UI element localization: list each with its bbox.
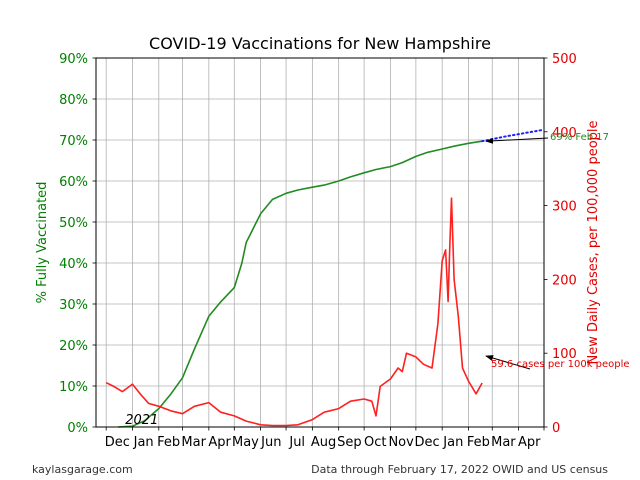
y-tick-label-right: 400	[552, 126, 577, 141]
x-tick-label: Jan	[133, 435, 154, 450]
series-line-projection	[481, 128, 545, 143]
x-tick-label: Aug	[311, 435, 336, 450]
y-tick-label-right: 100	[552, 347, 577, 362]
annotation-arrow-cases	[485, 355, 531, 370]
series-line-cases	[105, 197, 483, 427]
x-tick-label: Jul	[288, 435, 305, 450]
plot-frame	[95, 57, 545, 428]
grid	[96, 57, 545, 428]
x-tick-label: Nov	[388, 435, 414, 450]
y-axis-label-right: New Daily Cases, per 100,000 people	[586, 120, 601, 364]
x-tick-label: Feb	[157, 435, 180, 450]
x-tick-label: Jun	[260, 435, 281, 450]
annotation-vaccinated: 69% Feb 17	[550, 132, 609, 143]
year-label: 2021	[125, 413, 158, 428]
x-tick-label: Sep	[337, 435, 362, 450]
series-layer	[105, 128, 545, 428]
x-tick-label: Apr	[518, 435, 541, 450]
y-tick-label-left: 70%	[59, 134, 88, 149]
annotations: 69% Feb 17 59.6 cases per 100k people	[485, 132, 630, 370]
series-line-vaccinated	[118, 140, 483, 428]
x-tick-label: Dec	[105, 435, 130, 450]
y-tick-label-left: 20%	[59, 339, 88, 354]
chart-title: COVID-19 Vaccinations for New Hampshire	[149, 34, 491, 53]
y-axis-label-left: % Fully Vaccinated	[35, 182, 50, 304]
x-tick-label: Mar	[491, 435, 516, 450]
y-tick-label-left: 80%	[59, 93, 88, 108]
y-tick-label-left: 10%	[59, 380, 88, 395]
left-axis: 0% 10% 20% 30% 40% 50% 60% 70% 80% 90%	[59, 52, 96, 436]
x-tick-label: Dec	[414, 435, 439, 450]
y-tick-label-right: 200	[552, 273, 577, 288]
footer-data-note: Data through February 17, 2022 OWID and …	[311, 463, 608, 476]
y-tick-label-left: 30%	[59, 298, 88, 313]
y-tick-label-right: 300	[552, 200, 577, 215]
right-axis: 0 100 200 300 400 500	[544, 52, 577, 436]
x-tick-label: May	[232, 435, 259, 450]
y-tick-label-right: 0	[552, 421, 560, 436]
annotation-arrow-vaccinated	[485, 137, 549, 144]
x-tick-label: Mar	[181, 435, 206, 450]
footer-source: kaylasgarage.com	[32, 463, 133, 476]
x-tick-label: Apr	[208, 435, 231, 450]
y-tick-label-left: 60%	[59, 175, 88, 190]
y-tick-label-left: 50%	[59, 216, 88, 231]
annotation-cases: 59.6 cases per 100k people	[491, 359, 630, 370]
x-axis: Dec Jan Feb Mar Apr May Jun Jul Aug Sep Oct Nov Dec J…	[105, 413, 545, 450]
y-tick-label-left: 90%	[59, 52, 88, 67]
x-tick-label: Feb	[467, 435, 490, 450]
x-tick-label: Jan	[442, 435, 463, 450]
x-tick-label: Oct	[364, 435, 386, 450]
y-tick-label-right: 500	[552, 52, 577, 67]
y-tick-label-left: 40%	[59, 257, 88, 272]
y-tick-label-left: 0%	[67, 421, 88, 436]
